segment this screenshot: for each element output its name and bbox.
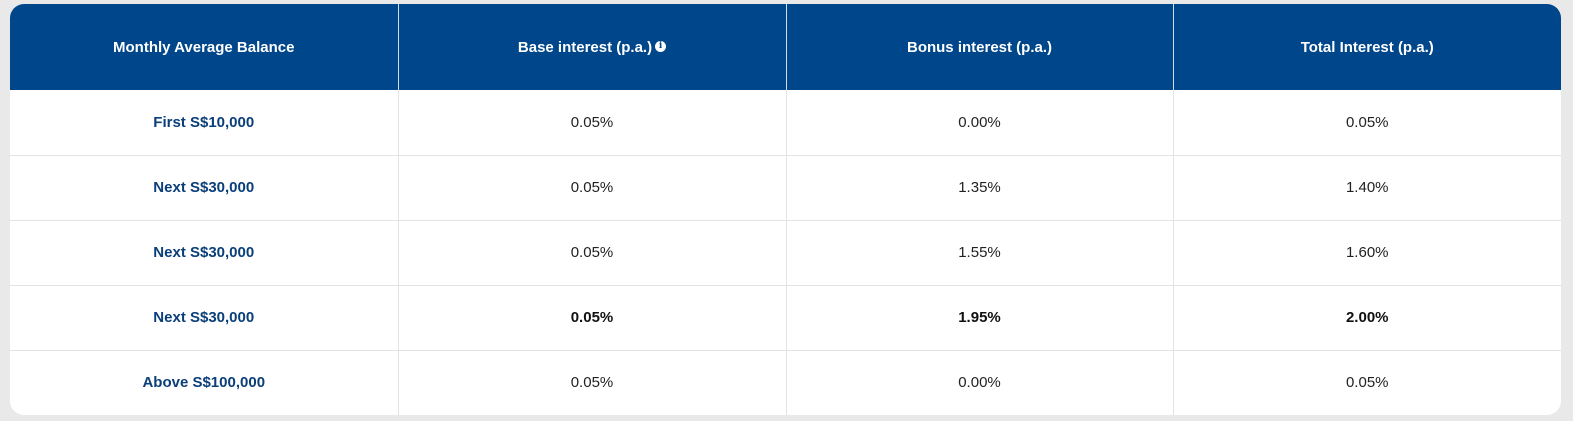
tier-cell: Next S$30,000 bbox=[10, 219, 398, 285]
bonus-rate-cell: 1.55% bbox=[785, 219, 1173, 285]
header-label: Base interest (p.a.) bbox=[517, 38, 653, 56]
table-row-highlighted: Next S$30,000 0.05% 1.95% 2.00% bbox=[10, 284, 1561, 350]
table-header-row: Monthly Average Balance Base interest (p… bbox=[10, 4, 1561, 90]
bonus-rate-cell: 0.00% bbox=[785, 349, 1173, 415]
tier-cell: Next S$30,000 bbox=[10, 154, 398, 220]
tier-cell: Above S$100,000 bbox=[10, 349, 398, 415]
bonus-rate-cell: 1.95% bbox=[785, 284, 1173, 350]
table-row: First S$10,000 0.05% 0.00% 0.05% bbox=[10, 90, 1561, 155]
table-row: Above S$100,000 0.05% 0.00% 0.05% bbox=[10, 349, 1561, 415]
total-rate-cell: 1.60% bbox=[1172, 219, 1561, 285]
info-icon[interactable]: i bbox=[655, 41, 667, 53]
header-bonus-interest: Bonus interest (p.a.) bbox=[785, 4, 1173, 90]
header-label: Total Interest (p.a.) bbox=[1300, 38, 1434, 56]
interest-rate-table: Monthly Average Balance Base interest (p… bbox=[10, 4, 1561, 415]
base-rate-cell: 0.05% bbox=[397, 349, 786, 415]
header-monthly-average-balance: Monthly Average Balance bbox=[10, 4, 398, 90]
header-total-interest: Total Interest (p.a.) bbox=[1172, 4, 1561, 90]
header-base-interest: Base interest (p.a.) i bbox=[397, 4, 786, 90]
base-rate-cell: 0.05% bbox=[397, 90, 786, 155]
total-rate-cell: 1.40% bbox=[1172, 154, 1561, 220]
total-rate-cell: 0.05% bbox=[1172, 349, 1561, 415]
header-label: Bonus interest (p.a.) bbox=[906, 38, 1052, 56]
total-rate-cell: 2.00% bbox=[1172, 284, 1561, 350]
tier-cell: First S$10,000 bbox=[10, 90, 398, 155]
base-rate-cell: 0.05% bbox=[397, 154, 786, 220]
table-row: Next S$30,000 0.05% 1.55% 1.60% bbox=[10, 219, 1561, 285]
interest-rate-table-card: Monthly Average Balance Base interest (p… bbox=[10, 4, 1561, 415]
bonus-rate-cell: 1.35% bbox=[785, 154, 1173, 220]
total-rate-cell: 0.05% bbox=[1172, 90, 1561, 155]
bonus-rate-cell: 0.00% bbox=[785, 90, 1173, 155]
header-label: Monthly Average Balance bbox=[113, 38, 295, 56]
tier-cell: Next S$30,000 bbox=[10, 284, 398, 350]
base-rate-cell: 0.05% bbox=[397, 219, 786, 285]
table-row: Next S$30,000 0.05% 1.35% 1.40% bbox=[10, 154, 1561, 220]
base-rate-cell: 0.05% bbox=[397, 284, 786, 350]
